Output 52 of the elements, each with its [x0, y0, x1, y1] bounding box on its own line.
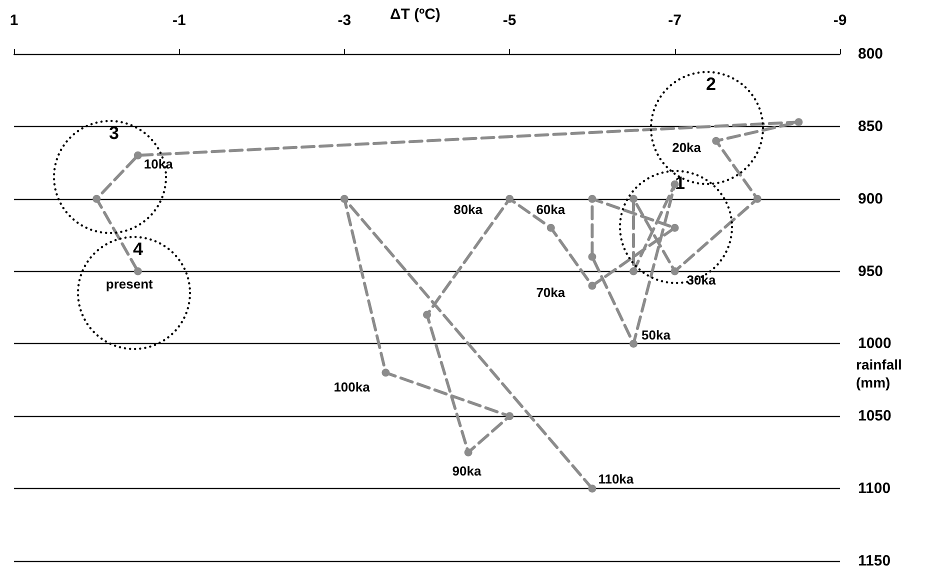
y-tick-label: 1150 [858, 552, 891, 569]
annotation: 90ka [452, 463, 482, 478]
point [382, 368, 390, 377]
annotation: 70ka [536, 284, 566, 300]
y-axis-title: rainfall (mm) [856, 356, 902, 390]
annotation: 20ka [672, 140, 702, 155]
point [794, 118, 803, 126]
x-tick-label: 1 [10, 12, 18, 29]
y-tick-label: 900 [858, 190, 884, 208]
point [506, 194, 514, 203]
x-tick-label: -7 [668, 12, 682, 29]
point [134, 151, 142, 160]
point [546, 224, 555, 232]
point [92, 194, 101, 203]
annotation: 110ka [598, 472, 634, 487]
point [588, 484, 596, 493]
annotation: 100ka [334, 380, 371, 395]
point [670, 267, 679, 276]
x-axis-title: ΔT (ºC) [390, 6, 440, 23]
x-tick-label: -3 [338, 12, 352, 29]
point [506, 412, 514, 420]
y-tick-label: 950 [858, 262, 884, 280]
point [670, 224, 679, 232]
annotation: 4 [132, 239, 144, 259]
annotation: 60ka [536, 202, 566, 217]
annotation: 80ka [454, 202, 484, 217]
annotation: 2 [706, 74, 716, 94]
point [630, 267, 638, 276]
y-tick-label: 800 [858, 46, 884, 62]
x-tick-label: -1 [172, 12, 186, 29]
point [340, 194, 348, 203]
annotation: 1 [674, 173, 686, 193]
annotation: present [106, 276, 154, 292]
point [588, 252, 596, 261]
point [630, 194, 638, 203]
point [464, 448, 472, 456]
y-tick-label: 1000 [858, 335, 892, 352]
annotation: 50ka [642, 328, 672, 343]
point [588, 282, 596, 290]
point [630, 340, 638, 348]
point [753, 194, 762, 203]
x-tick-label: -5 [502, 12, 516, 29]
point [134, 267, 142, 276]
y-tick-label: 1100 [858, 480, 891, 498]
point [423, 310, 431, 319]
annotation: 3 [108, 123, 120, 143]
y-tick-label: 850 [858, 118, 884, 135]
annotation: 10ka [144, 156, 174, 172]
x-tick-label: -9 [833, 12, 847, 29]
point [712, 136, 720, 145]
point [588, 194, 596, 203]
y-tick-label: 1050 [858, 408, 892, 425]
